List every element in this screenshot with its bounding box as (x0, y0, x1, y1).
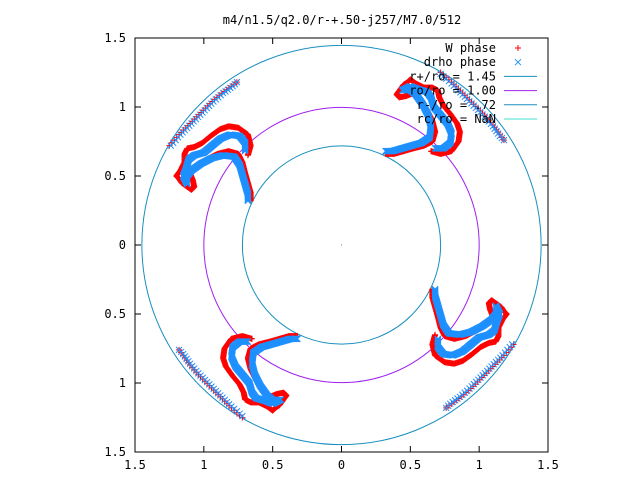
y-tick-label-6: 1.5 (104, 445, 126, 459)
y-tick-label-5: 1 (119, 376, 126, 390)
x-tick-label-5: 1 (476, 458, 483, 472)
y-tick-label-4: 0.5 (104, 307, 126, 321)
legend-symbol-0 (515, 45, 521, 51)
series-1 (167, 70, 516, 420)
y-tick-label-2: 0.5 (104, 169, 126, 183)
point-2577 (500, 136, 508, 144)
point-1737 (382, 147, 389, 155)
point-2003 (431, 288, 439, 296)
point-2544 (244, 195, 252, 202)
point-2607 (442, 404, 450, 412)
point-2007 (431, 285, 439, 293)
y-tick-label-3: 0 (119, 238, 126, 252)
x-tick-label-4: 0.5 (399, 458, 421, 472)
x-tick-label-6: 1.5 (537, 458, 559, 472)
circle-1 (203, 106, 480, 384)
axis-ticks: 1.5 1 0.5 0 0.5 1 1.51.510.500.511.5 (104, 31, 559, 472)
series-markers (166, 69, 517, 421)
point-2274 (291, 335, 299, 343)
point-2546 (244, 196, 252, 204)
legend-label-2: r+/ro = 1.45 (409, 69, 496, 83)
point-1736 (382, 147, 390, 155)
legend-label-4: r-/ro = .72 (417, 98, 496, 112)
legend-label-3: ro/ro = 1.00 (409, 84, 496, 98)
point-2005 (431, 287, 439, 295)
point-2543 (244, 194, 252, 202)
point-2006 (431, 286, 439, 294)
point-2277 (294, 335, 301, 343)
point-1733 (385, 147, 392, 155)
legend-label-5: rc/ro = NaN (417, 112, 496, 126)
point-2004 (431, 288, 439, 295)
radius-circles (141, 44, 542, 446)
point-2275 (292, 335, 300, 343)
y-tick-label-0: 1.5 (104, 31, 126, 45)
legend-symbol-1 (514, 58, 522, 66)
chart-title: m4/n1.5/q2.0/r-+.50-j257/M7.0/512 (223, 13, 461, 27)
point-2273 (291, 335, 298, 343)
point-2667 (233, 78, 241, 86)
x-tick-label-2: 0.5 (262, 458, 284, 472)
x-tick-label-0: 1.5 (124, 458, 146, 472)
legend-label-0: W phase (445, 41, 496, 55)
point-2276 (293, 335, 301, 343)
circle-2 (241, 145, 442, 345)
circle-0 (141, 44, 542, 446)
y-tick-label-1: 1 (119, 100, 126, 114)
legend-label-1: drho phase (424, 55, 496, 69)
point-2547 (244, 197, 252, 205)
point-1734 (384, 147, 392, 155)
point-2637 (175, 346, 183, 354)
x-tick-label-3: 0 (338, 458, 345, 472)
point-2545 (244, 195, 252, 203)
x-tick-label-1: 1 (200, 458, 207, 472)
origin-dot (340, 244, 343, 246)
point-1735 (383, 147, 391, 155)
